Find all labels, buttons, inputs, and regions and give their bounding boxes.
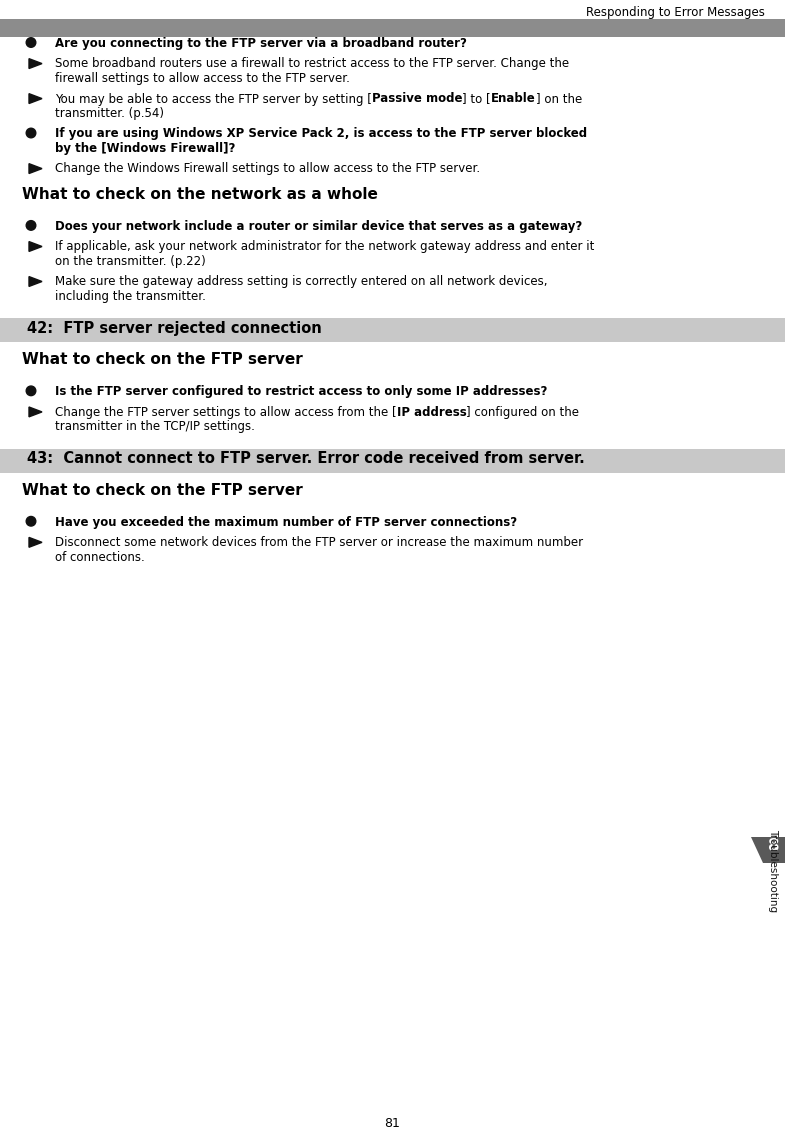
Text: Are you connecting to the FTP server via a broadband router?: Are you connecting to the FTP server via… <box>55 37 467 50</box>
Polygon shape <box>29 242 42 251</box>
Text: on the transmitter. (p.22): on the transmitter. (p.22) <box>55 255 206 268</box>
Text: Enable: Enable <box>491 93 535 105</box>
Bar <box>0 319 785 343</box>
Text: Disconnect some network devices from the FTP server or increase the maximum numb: Disconnect some network devices from the… <box>55 537 583 549</box>
Circle shape <box>26 386 36 395</box>
Polygon shape <box>29 94 42 104</box>
Text: What to check on the network as a whole: What to check on the network as a whole <box>22 187 378 202</box>
Text: 42:  FTP server rejected connection: 42: FTP server rejected connection <box>27 321 322 336</box>
Text: You may be able to access the FTP server by setting [: You may be able to access the FTP server… <box>55 93 372 105</box>
Bar <box>0 19 785 37</box>
Text: What to check on the FTP server: What to check on the FTP server <box>22 353 303 368</box>
Text: Make sure the gateway address setting is correctly entered on all network device: Make sure the gateway address setting is… <box>55 275 547 289</box>
Polygon shape <box>29 538 42 547</box>
Text: Troubleshooting: Troubleshooting <box>768 829 778 912</box>
Text: transmitter in the TCP/IP settings.: transmitter in the TCP/IP settings. <box>55 420 255 433</box>
Text: Have you exceeded the maximum number of FTP server connections?: Have you exceeded the maximum number of … <box>55 516 517 529</box>
Circle shape <box>26 128 36 138</box>
Text: Change the FTP server settings to allow access from the [: Change the FTP server settings to allow … <box>55 405 396 419</box>
Circle shape <box>26 220 36 231</box>
Circle shape <box>26 516 36 526</box>
Text: transmitter. (p.54): transmitter. (p.54) <box>55 107 164 120</box>
Text: What to check on the FTP server: What to check on the FTP server <box>22 483 303 498</box>
Bar <box>0 449 785 473</box>
Text: Responding to Error Messages: Responding to Error Messages <box>586 6 765 19</box>
Text: Some broadband routers use a firewall to restrict access to the FTP server. Chan: Some broadband routers use a firewall to… <box>55 57 569 71</box>
Text: Passive mode: Passive mode <box>372 93 462 105</box>
Text: 8: 8 <box>769 837 780 855</box>
Text: including the transmitter.: including the transmitter. <box>55 290 206 303</box>
Text: by the [Windows Firewall]?: by the [Windows Firewall]? <box>55 142 236 155</box>
Text: Change the Windows Firewall settings to allow access to the FTP server.: Change the Windows Firewall settings to … <box>55 162 480 176</box>
Text: of connections.: of connections. <box>55 550 144 564</box>
Text: ] configured on the: ] configured on the <box>466 405 579 419</box>
Bar <box>763 837 785 863</box>
Text: ] to [: ] to [ <box>462 93 491 105</box>
Text: 81: 81 <box>385 1117 400 1129</box>
Polygon shape <box>751 837 763 863</box>
Circle shape <box>26 38 36 47</box>
Text: If applicable, ask your network administrator for the network gateway address an: If applicable, ask your network administ… <box>55 241 594 254</box>
Polygon shape <box>29 407 42 417</box>
Polygon shape <box>29 163 42 174</box>
Text: If you are using Windows XP Service Pack 2, is access to the FTP server blocked: If you are using Windows XP Service Pack… <box>55 128 587 140</box>
Polygon shape <box>29 58 42 69</box>
Text: firewall settings to allow access to the FTP server.: firewall settings to allow access to the… <box>55 72 350 85</box>
Text: Does your network include a router or similar device that serves as a gateway?: Does your network include a router or si… <box>55 220 582 233</box>
Text: Is the FTP server configured to restrict access to only some IP addresses?: Is the FTP server configured to restrict… <box>55 385 547 399</box>
Text: 43:  Cannot connect to FTP server. Error code received from server.: 43: Cannot connect to FTP server. Error … <box>27 451 585 466</box>
Text: IP address: IP address <box>396 405 466 419</box>
Polygon shape <box>29 276 42 287</box>
Text: ] on the: ] on the <box>535 93 582 105</box>
